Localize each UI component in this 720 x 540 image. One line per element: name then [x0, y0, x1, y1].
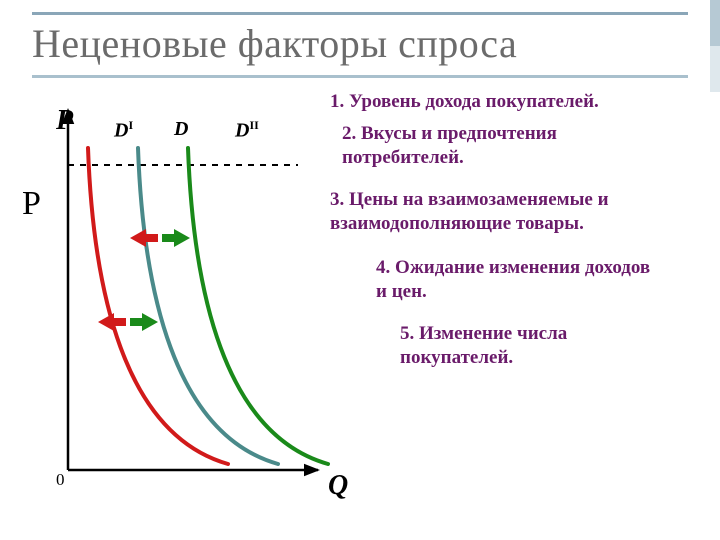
origin-zero: 0: [56, 470, 65, 490]
chart-svg: [18, 100, 358, 510]
title-bar: Неценовые факторы спроса: [32, 18, 688, 78]
p-axis-label: P: [56, 105, 73, 137]
curve-label-d1: DI: [114, 118, 133, 143]
side-accent: [710, 0, 720, 92]
factor-2: 2. Вкусы и предпочтения потребителей.: [342, 122, 622, 170]
curve-label-d2: DII: [235, 118, 259, 143]
factor-4: 4. Ожидание изменения доходов и цен.: [376, 256, 656, 304]
q-axis-label: Q: [328, 470, 348, 502]
price-level-mark: P: [22, 185, 41, 223]
factor-5: 5. Изменение числа покупателей.: [400, 322, 600, 370]
curve-label-d: D: [174, 118, 188, 141]
page-title: Неценовые факторы спроса: [32, 20, 688, 67]
demand-chart: P Q P 0 DI D DII: [18, 100, 358, 510]
factor-1: 1. Уровень дохода покупателей.: [330, 90, 599, 114]
factor-3: 3. Цены на взаимозаменяемые и взаимодопо…: [330, 188, 690, 236]
accent-bar-a: [710, 0, 720, 46]
accent-bar-b: [710, 46, 720, 92]
